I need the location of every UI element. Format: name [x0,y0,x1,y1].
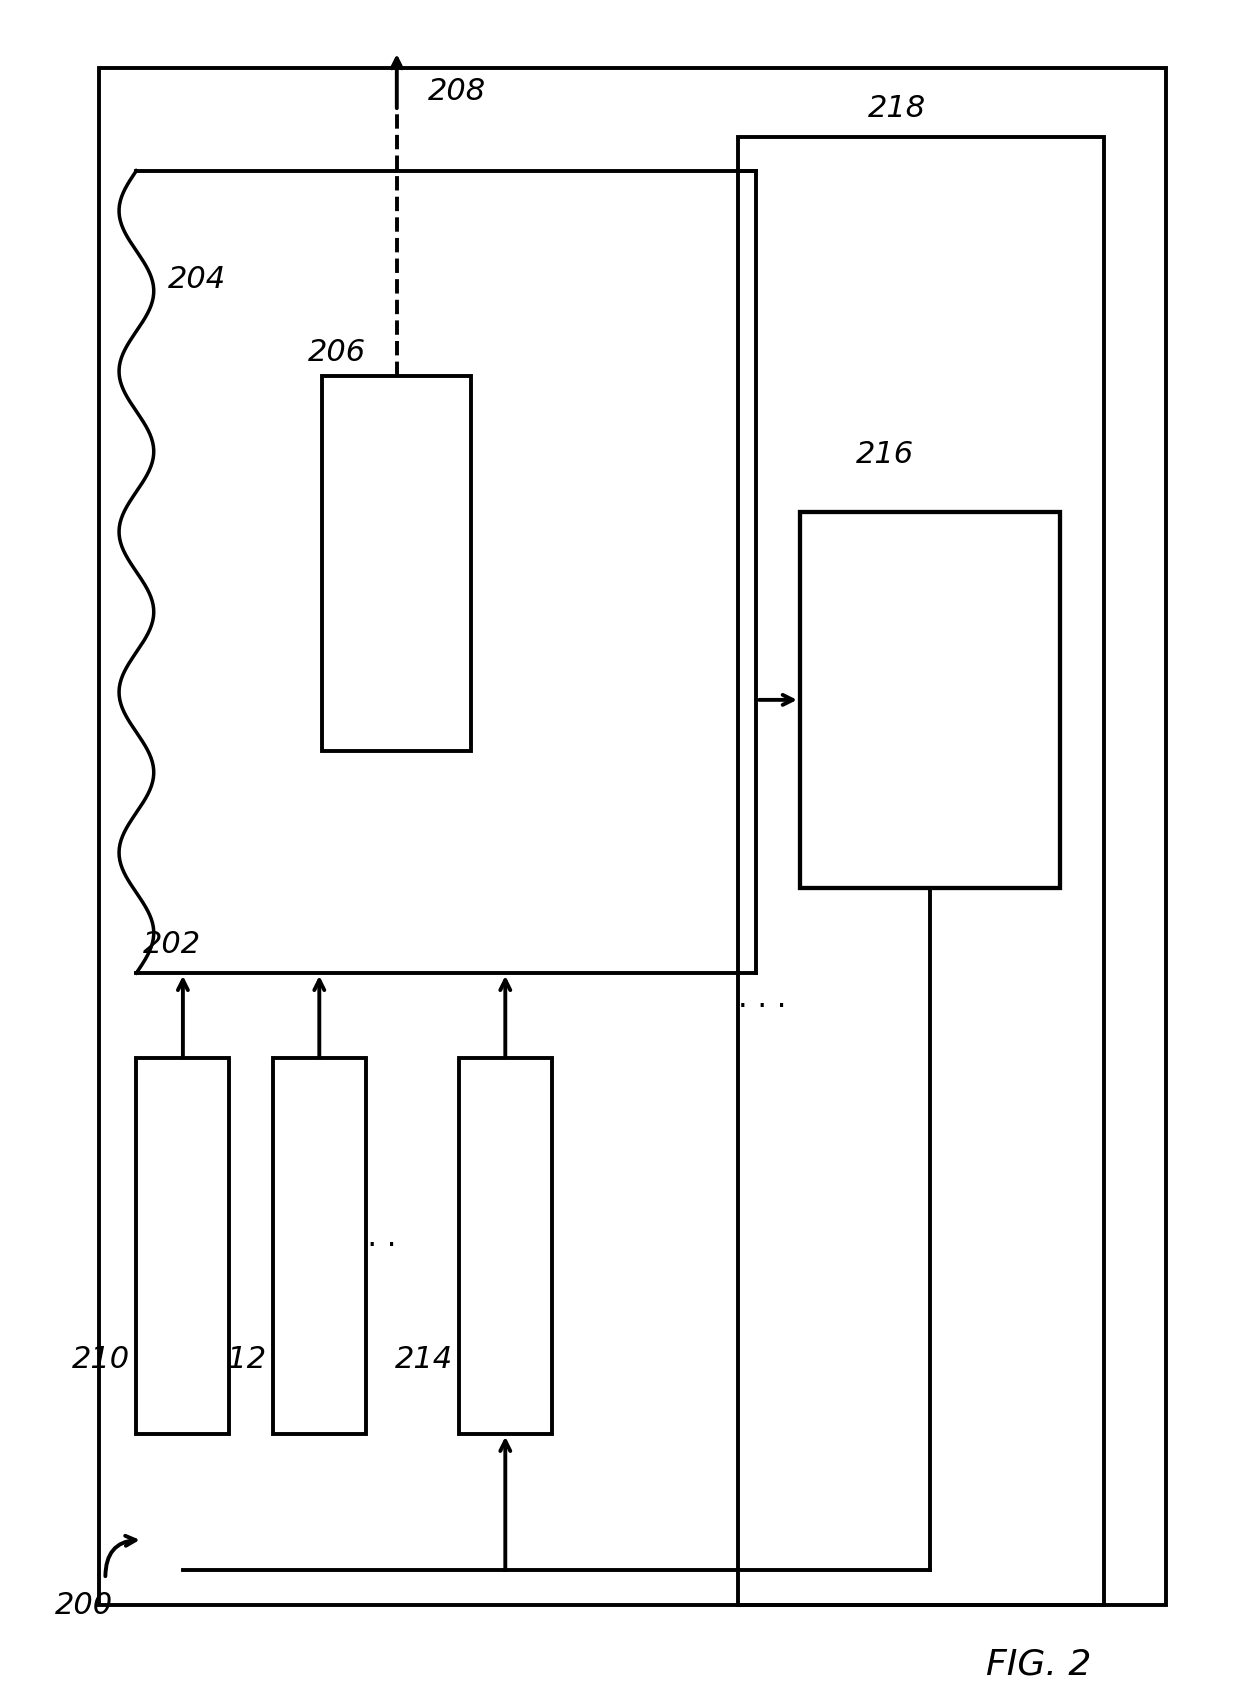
Text: FIG. 2: FIG. 2 [986,1647,1091,1681]
Text: 202: 202 [143,930,201,959]
Text: 212: 212 [208,1345,267,1374]
Bar [800,512,1060,888]
Bar [99,68,1166,1605]
Bar [322,376,471,751]
Text: 214: 214 [394,1345,453,1374]
Bar [136,1058,229,1434]
Text: 204: 204 [167,265,226,294]
Text: 200: 200 [56,1591,113,1620]
Bar [273,1058,366,1434]
Bar [459,1058,552,1434]
Text: 216: 216 [856,440,914,469]
Bar [738,137,1104,1605]
Text: 208: 208 [428,77,486,106]
Text: . . .: . . . [347,1224,397,1251]
Text: 206: 206 [308,338,366,367]
Text: . . .: . . . [738,985,787,1012]
Text: 218: 218 [868,94,926,123]
Text: 210: 210 [72,1345,130,1374]
